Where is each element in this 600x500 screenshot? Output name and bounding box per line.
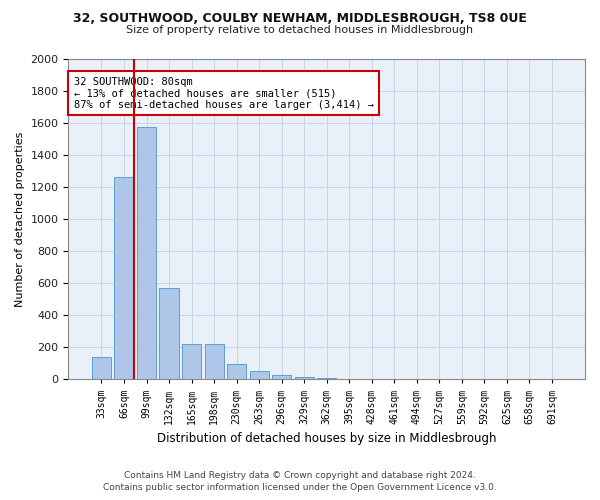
Bar (205, 344, 224, 380)
Text: Contains HM Land Registry data © Crown copyright and database right 2024.
Contai: Contains HM Land Registry data © Crown c… (103, 471, 497, 492)
Bar (92, 357, 111, 380)
Bar (137, 127, 156, 380)
Bar (295, 377, 314, 380)
Text: 32 SOUTHWOOD: 80sqm
← 13% of detached houses are smaller (515)
87% of semi-detac: 32 SOUTHWOOD: 80sqm ← 13% of detached ho… (74, 76, 374, 110)
Bar (160, 288, 179, 380)
Bar (250, 372, 269, 380)
Bar (317, 378, 336, 380)
Text: 32, SOUTHWOOD, COULBY NEWHAM, MIDDLESBROUGH, TS8 0UE: 32, SOUTHWOOD, COULBY NEWHAM, MIDDLESBRO… (73, 12, 527, 26)
Text: Size of property relative to detached houses in Middlesbrough: Size of property relative to detached ho… (127, 25, 473, 35)
Bar (182, 344, 201, 380)
X-axis label: Distribution of detached houses by size in Middlesbrough: Distribution of detached houses by size … (157, 432, 496, 445)
Bar (115, 176, 134, 380)
Bar (340, 378, 359, 380)
Bar (272, 375, 291, 380)
Y-axis label: Number of detached properties: Number of detached properties (15, 132, 25, 307)
Bar (227, 364, 246, 380)
